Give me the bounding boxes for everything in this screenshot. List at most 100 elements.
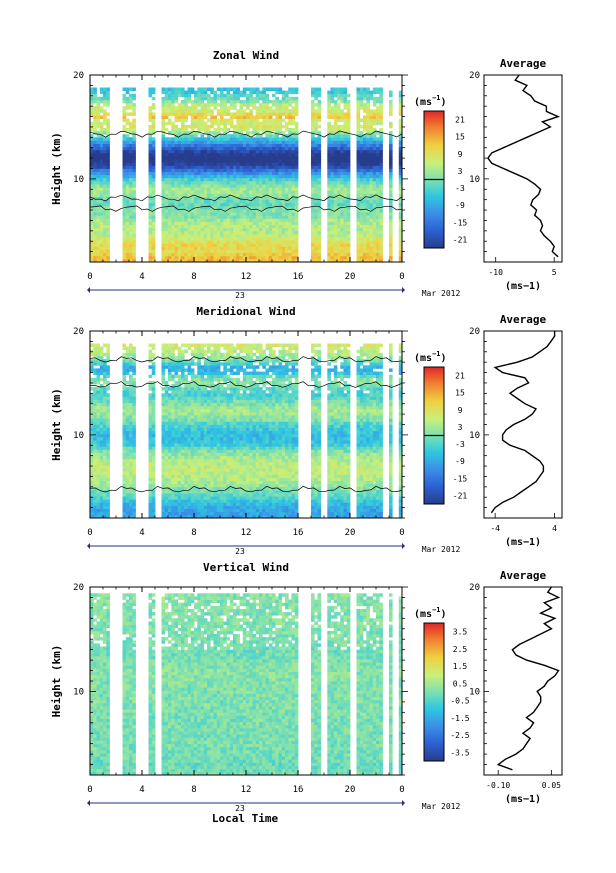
heatmap-cell: [236, 146, 240, 151]
heatmap-cell: [294, 252, 299, 257]
heatmap-cell: [103, 93, 107, 98]
heatmap-cell: [376, 221, 380, 225]
heatmap-cell: [148, 496, 153, 500]
heatmap-cell: [161, 511, 166, 516]
heatmap-cell: [177, 243, 182, 247]
heatmap-cell: [132, 168, 136, 172]
heatmap-cell: [197, 177, 201, 182]
heatmap-cell: [356, 233, 361, 238]
heatmap-cell: [330, 174, 335, 179]
heatmap-cell: [161, 377, 166, 382]
heatmap-cell: [161, 174, 166, 179]
heatmap-cell: [187, 177, 192, 182]
heatmap-cell: [177, 230, 182, 235]
heatmap-cell: [229, 134, 234, 138]
heatmap-cell: [125, 187, 130, 191]
heatmap-cell: [164, 227, 169, 232]
heatmap-cell: [177, 486, 182, 491]
heatmap-cell: [132, 449, 136, 453]
heatmap-cell: [236, 99, 240, 104]
heatmap-cell: [356, 177, 361, 182]
heatmap-cell: [389, 162, 393, 166]
heatmap-cell: [275, 174, 279, 179]
heatmap-cell: [106, 380, 110, 385]
heatmap-cell: [239, 233, 244, 238]
heatmap-cell: [122, 440, 127, 444]
heatmap-cell: [93, 508, 97, 513]
heatmap-cell: [239, 202, 244, 207]
heatmap-cell: [174, 227, 179, 232]
heatmap-cell: [291, 177, 296, 182]
heatmap-cell: [379, 252, 383, 257]
heatmap-cell: [197, 240, 201, 244]
heatmap-cell: [171, 368, 175, 372]
heatmap-cell: [122, 405, 127, 410]
heatmap-cell: [281, 249, 286, 253]
heatmap-cell: [223, 218, 227, 222]
heatmap-cell: [125, 162, 130, 166]
heatmap-cell: [103, 162, 107, 166]
heatmap-cell: [220, 134, 224, 138]
heatmap-cell: [275, 146, 279, 151]
heatmap-cell: [99, 415, 104, 419]
heatmap-cell: [122, 471, 127, 475]
heatmap-cell: [151, 502, 156, 506]
heatmap-cell: [275, 99, 279, 104]
heatmap-cell: [246, 224, 250, 229]
heatmap-cell: [174, 202, 179, 207]
heatmap-cell: [246, 128, 250, 132]
heatmap-cell: [259, 249, 263, 253]
heatmap-cell: [268, 137, 273, 141]
heatmap-cell: [376, 215, 380, 219]
heatmap-cell: [174, 118, 179, 123]
heatmap-cell: [236, 128, 240, 132]
heatmap-cell: [190, 233, 195, 238]
heatmap-cell: [249, 199, 253, 204]
heatmap-cell: [148, 162, 153, 166]
heatmap-cell: [132, 149, 136, 154]
heatmap-cell: [93, 377, 97, 382]
heatmap-cell: [356, 106, 361, 110]
heatmap-cell: [330, 168, 335, 172]
heatmap-cell: [194, 134, 198, 138]
heatmap-cell: [122, 181, 127, 185]
heatmap-cell: [372, 152, 377, 157]
heatmap-cell: [366, 112, 370, 116]
heatmap-cell: [210, 96, 214, 101]
heatmap-cell: [327, 171, 331, 176]
heatmap-cell: [233, 168, 237, 172]
heatmap-cell: [187, 149, 192, 154]
heatmap-cell: [233, 152, 237, 157]
heatmap-cell: [161, 352, 166, 357]
heatmap-cell: [132, 140, 136, 144]
heatmap-cell: [242, 212, 247, 216]
heatmap-cell: [246, 221, 250, 225]
heatmap-cell: [122, 215, 127, 219]
heatmap-cell: [164, 109, 169, 113]
heatmap-cell: [291, 156, 296, 160]
heatmap-cell: [242, 103, 247, 107]
heatmap-cell: [99, 246, 104, 250]
heatmap-cell: [129, 165, 133, 169]
heatmap-cell: [129, 433, 133, 438]
heatmap-cell: [148, 255, 153, 260]
heatmap-cell: [174, 177, 179, 182]
heatmap-cell: [262, 162, 266, 166]
heatmap-cell: [239, 215, 244, 219]
heatmap-cell: [285, 224, 289, 229]
heatmap-cell: [129, 240, 133, 244]
heatmap-cell: [129, 171, 133, 176]
heatmap-cell: [122, 443, 127, 447]
heatmap-cell: [233, 237, 237, 241]
heatmap-cell: [294, 162, 299, 166]
heatmap-cell: [194, 215, 198, 219]
heatmap-cell: [242, 159, 247, 163]
heatmap-cell: [220, 137, 224, 141]
heatmap-cell: [233, 146, 237, 151]
profile-y-tick-label: 20: [469, 71, 480, 81]
heatmap-cell: [333, 109, 338, 113]
heatmap-cell: [168, 137, 172, 141]
heatmap-cell: [99, 243, 104, 247]
heatmap-cell: [281, 199, 286, 204]
heatmap-cell: [90, 181, 94, 185]
